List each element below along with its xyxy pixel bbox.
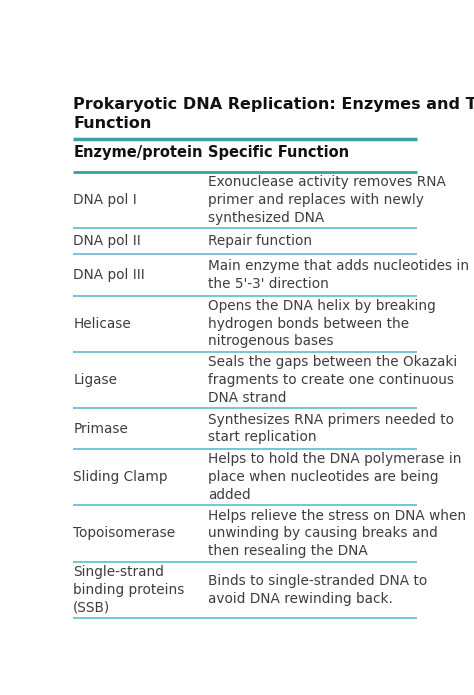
Text: Helps to hold the DNA polymerase in
place when nucleotides are being
added: Helps to hold the DNA polymerase in plac… xyxy=(208,452,462,502)
Text: Prokaryotic DNA Replication: Enzymes and Their
Function: Prokaryotic DNA Replication: Enzymes and… xyxy=(73,97,474,131)
Text: Helps relieve the stress on DNA when
unwinding by causing breaks and
then reseal: Helps relieve the stress on DNA when unw… xyxy=(208,509,466,558)
Text: Specific Function: Specific Function xyxy=(208,145,349,160)
Text: DNA pol III: DNA pol III xyxy=(73,268,145,282)
Text: Opens the DNA helix by breaking
hydrogen bonds between the
nitrogenous bases: Opens the DNA helix by breaking hydrogen… xyxy=(208,299,436,348)
Text: Exonuclease activity removes RNA
primer and replaces with newly
synthesized DNA: Exonuclease activity removes RNA primer … xyxy=(208,175,446,225)
Text: DNA pol I: DNA pol I xyxy=(73,193,137,207)
Text: Topoisomerase: Topoisomerase xyxy=(73,527,175,541)
Text: Repair function: Repair function xyxy=(208,234,312,248)
Text: Sliding Clamp: Sliding Clamp xyxy=(73,471,168,484)
Text: Binds to single-stranded DNA to
avoid DNA rewinding back.: Binds to single-stranded DNA to avoid DN… xyxy=(208,574,427,605)
Text: Enzyme/protein: Enzyme/protein xyxy=(73,145,203,160)
Text: Main enzyme that adds nucleotides in
the 5'-3' direction: Main enzyme that adds nucleotides in the… xyxy=(208,259,469,291)
Text: Primase: Primase xyxy=(73,422,128,436)
Text: Helicase: Helicase xyxy=(73,317,131,331)
Text: Seals the gaps between the Okazaki
fragments to create one continuous
DNA strand: Seals the gaps between the Okazaki fragm… xyxy=(208,355,457,404)
Text: DNA pol II: DNA pol II xyxy=(73,234,141,248)
Text: Synthesizes RNA primers needed to
start replication: Synthesizes RNA primers needed to start … xyxy=(208,413,454,445)
Text: Single-strand
binding proteins
(SSB): Single-strand binding proteins (SSB) xyxy=(73,565,184,614)
Text: Ligase: Ligase xyxy=(73,373,117,387)
